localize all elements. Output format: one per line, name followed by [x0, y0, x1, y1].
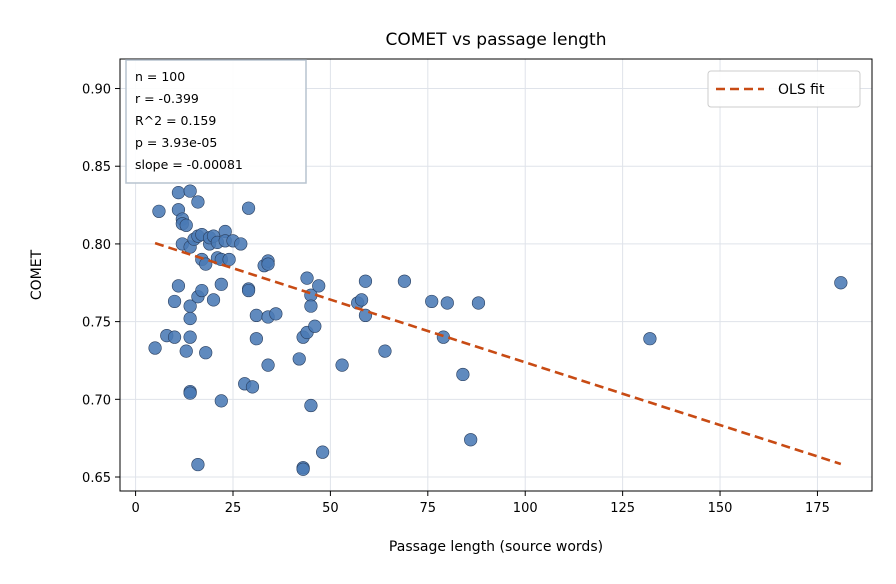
data-point — [241, 201, 256, 215]
data-point — [214, 394, 228, 408]
x-tick-label: 150 — [708, 501, 733, 516]
data-points — [148, 184, 848, 476]
data-point — [425, 294, 439, 309]
y-tick-label: 0.70 — [82, 393, 111, 408]
data-point — [464, 433, 478, 447]
data-point — [183, 330, 197, 344]
data-point — [183, 311, 197, 326]
x-tick-label: 75 — [420, 501, 437, 516]
data-point — [183, 386, 197, 400]
data-point — [643, 332, 657, 346]
stats-box: n = 100 r = -0.399 R^2 = 0.159 p = 3.93e… — [125, 59, 307, 184]
data-point — [179, 344, 193, 358]
x-axis-ticks: 0 25 50 75 100 125 150 175 — [131, 491, 830, 516]
stats-slope: slope = -0.00081 — [135, 157, 243, 172]
legend: OLS fit — [707, 70, 861, 108]
plot-area-frame — [119, 58, 873, 492]
x-tick-label: 125 — [610, 501, 635, 516]
x-tick-label: 175 — [805, 501, 830, 516]
data-point — [191, 195, 205, 209]
x-axis-label: Passage length (source words) — [389, 539, 603, 555]
data-point — [241, 283, 256, 298]
data-point — [304, 398, 318, 413]
data-point — [304, 299, 318, 313]
stats-r-squared: R^2 = 0.159 — [135, 113, 216, 128]
y-tick-label: 0.75 — [82, 316, 111, 331]
stats-n: n = 100 — [135, 69, 185, 84]
data-point — [312, 279, 326, 293]
data-point — [261, 257, 275, 271]
data-point — [456, 367, 470, 382]
data-point — [308, 319, 322, 333]
data-point — [300, 271, 314, 285]
data-point — [354, 293, 369, 307]
stats-r: r = -0.399 — [135, 91, 199, 106]
y-axis-ticks: 0.65 0.70 0.75 0.80 0.85 0.90 — [82, 83, 120, 486]
stats-p-value: p = 3.93e-05 — [135, 135, 217, 150]
data-point — [440, 296, 454, 310]
data-point — [214, 277, 228, 291]
data-point — [358, 274, 373, 288]
y-axis-label: COMET — [29, 249, 45, 300]
data-point — [436, 330, 450, 344]
legend-frame — [707, 70, 861, 108]
data-point — [269, 307, 283, 321]
y-tick-label: 0.65 — [82, 471, 111, 486]
y-tick-label: 0.80 — [82, 238, 111, 253]
data-point — [378, 344, 392, 358]
data-point — [261, 358, 275, 372]
stats-box-frame — [125, 59, 307, 184]
data-point — [245, 380, 260, 394]
data-point — [167, 330, 182, 344]
x-tick-label: 100 — [513, 501, 538, 516]
data-point — [195, 283, 209, 298]
x-tick-label: 25 — [225, 501, 242, 516]
data-point — [152, 204, 166, 218]
data-point — [191, 457, 205, 472]
data-point — [206, 293, 221, 307]
data-point — [292, 352, 306, 366]
data-point — [316, 445, 330, 459]
data-point — [179, 218, 193, 232]
x-tick-label: 50 — [322, 501, 339, 516]
data-point — [148, 341, 162, 355]
data-point — [167, 294, 182, 309]
data-point — [296, 462, 310, 476]
legend-label-ols-fit: OLS fit — [778, 82, 825, 98]
y-tick-label: 0.90 — [82, 83, 111, 98]
data-point — [234, 237, 248, 251]
data-point — [249, 308, 263, 323]
y-tick-label: 0.85 — [82, 160, 111, 175]
x-tick-label: 0 — [131, 501, 139, 516]
data-point — [249, 332, 263, 346]
data-point — [171, 186, 186, 200]
data-point — [171, 279, 186, 293]
data-point — [183, 184, 197, 198]
ols-fit-line — [154, 241, 842, 466]
data-point — [222, 252, 236, 267]
data-point — [335, 358, 349, 372]
data-point — [199, 346, 213, 360]
data-point — [397, 274, 412, 288]
data-point — [834, 276, 848, 290]
data-point — [471, 296, 486, 310]
chart-title: COMET vs passage length — [386, 30, 607, 50]
